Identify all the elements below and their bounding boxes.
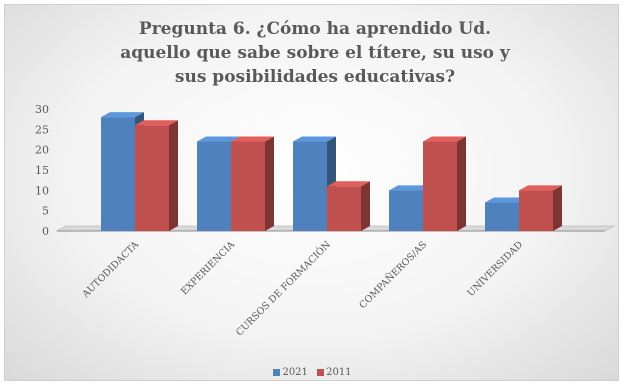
bar-2021-0-top xyxy=(101,112,144,118)
bar-2011-2-top xyxy=(327,181,370,187)
bar-2011-1 xyxy=(231,141,265,231)
legend-item-2021: 2021 xyxy=(273,367,308,378)
y-tick-label: 0 xyxy=(42,225,49,238)
chart-title-line-3: sus posibilidades educativas? xyxy=(174,67,456,87)
legend-swatch-2011 xyxy=(317,369,325,376)
bar-2021-2 xyxy=(293,141,327,231)
legend-item-2011: 2011 xyxy=(317,367,352,378)
bar-2021-3 xyxy=(389,190,423,231)
bar-2021-4 xyxy=(485,202,519,231)
bar-2011-4-side xyxy=(553,185,562,231)
bar-2021-4-top xyxy=(485,197,528,203)
x-tick-label: UNIVERSIDAD xyxy=(465,239,525,299)
bar-2021-0 xyxy=(101,117,135,231)
x-tick-label: CURSOS DE FORMACIÓN xyxy=(233,239,333,339)
bar-2011-3-top xyxy=(423,136,466,142)
legend-swatch-2021 xyxy=(273,369,281,376)
y-tick-label: 10 xyxy=(35,184,49,197)
bar-2021-1 xyxy=(197,141,231,231)
chart-title-line-1: Pregunta 6. ¿Cómo ha aprendido Ud. xyxy=(138,19,492,39)
bar-2011-0 xyxy=(135,125,169,231)
bar-2011-0-top xyxy=(135,120,178,126)
y-tick-label: 30 xyxy=(35,103,49,116)
y-tick-label: 5 xyxy=(42,205,49,218)
bar-2011-4 xyxy=(519,190,553,231)
bar-2011-2 xyxy=(327,186,361,231)
chart-legend: 2021 2011 xyxy=(5,367,618,378)
legend-label-2021: 2021 xyxy=(282,367,308,378)
x-tick-label: AUTODIDACTA xyxy=(80,239,141,300)
bar-2011-1-side xyxy=(265,136,274,231)
bar-2021-3-top xyxy=(389,185,432,191)
bar-chart-plot: 0 5 10 15 20 25 30 AUTODIDACTA EXPERIENCIACURSOS… xyxy=(35,103,616,339)
chart-title-line-2: aquello que sabe sobre el títere, su uso… xyxy=(120,43,510,63)
bar-2011-3-side xyxy=(457,136,466,231)
bar-2011-4-top xyxy=(519,185,562,191)
x-tick-label: COMPAÑEROS/AS xyxy=(357,239,429,311)
y-tick-label: 20 xyxy=(35,144,49,157)
x-tick-label: EXPERIENCIA xyxy=(179,239,237,297)
bar-2011-1-top xyxy=(231,136,274,142)
chart-title: Pregunta 6. ¿Cómo ha aprendido Ud. aquel… xyxy=(65,17,565,89)
bar-2011-0-side xyxy=(169,120,178,231)
bar-2011-2-side xyxy=(361,181,370,231)
bar-2021-2-top xyxy=(293,136,336,142)
chart-frame: Pregunta 6. ¿Cómo ha aprendido Ud. aquel… xyxy=(4,4,619,381)
bar-2011-3 xyxy=(423,141,457,231)
y-tick-label: 25 xyxy=(35,123,49,136)
bar-2021-1-top xyxy=(197,136,240,142)
y-tick-label: 15 xyxy=(35,164,49,177)
legend-label-2011: 2011 xyxy=(326,367,352,378)
